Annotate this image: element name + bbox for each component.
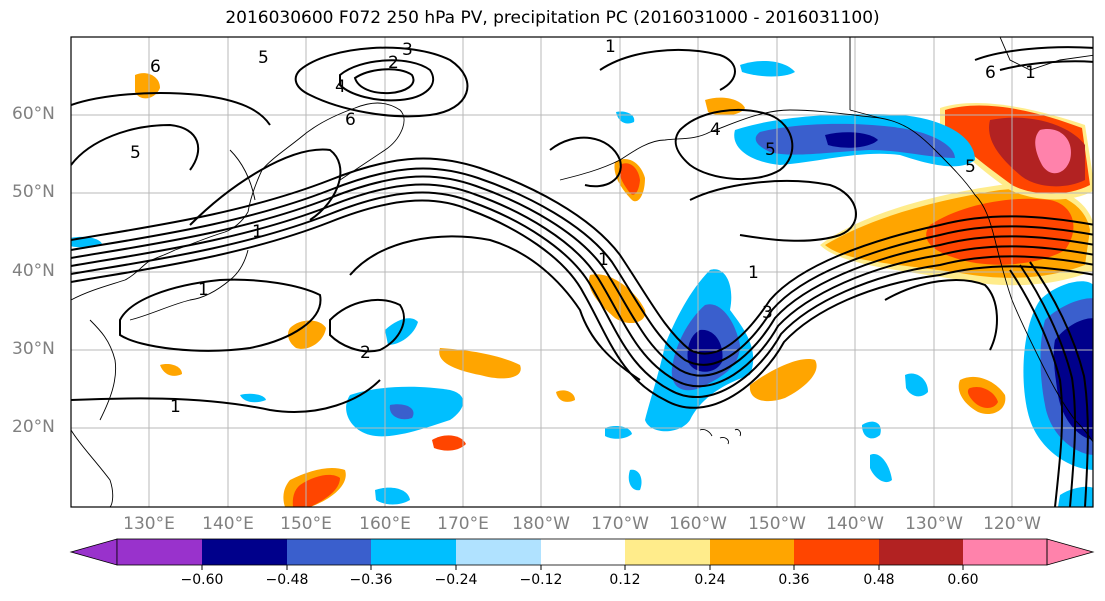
lon-label-120w: 120°W <box>983 514 1041 534</box>
precip-positive-region <box>439 348 521 379</box>
precip-positive-region <box>749 359 817 402</box>
precip-positive-region <box>705 97 745 116</box>
colorbar-tick-label: −0.12 <box>519 572 563 588</box>
precip-positive-region <box>160 364 182 376</box>
lon-label-130w: 130°W <box>905 514 963 534</box>
lat-label-20n: 20°N <box>12 417 55 437</box>
map-frame <box>70 36 1094 508</box>
contour-label-layer: 1 1 2 2 3 4 5 5 5 5 6 6 6 1 1 1 3 1 4 1 <box>130 37 1036 417</box>
colorbar-max-extend <box>1046 538 1095 566</box>
precip-negative-region <box>862 421 881 439</box>
precip-positive-region <box>292 474 340 507</box>
colorbar-min-extend <box>69 538 118 566</box>
precip-positive-region <box>967 386 998 408</box>
contour-label: 5 <box>965 157 976 177</box>
contour-label: 4 <box>710 120 721 140</box>
contour-label: 4 <box>335 77 346 97</box>
precip-negative-region <box>825 132 878 148</box>
precip-positive-region <box>1035 129 1071 174</box>
precip-positive-region <box>556 390 575 402</box>
contour-label: 5 <box>130 143 141 163</box>
lat-label-60n: 60°N <box>12 104 55 124</box>
colorbar-tick-label: 0.24 <box>694 572 726 588</box>
lon-label-130e: 130°E <box>123 514 175 534</box>
contour-label: 1 <box>252 222 263 242</box>
precip-negative-region <box>375 487 410 505</box>
lon-label-170w: 170°W <box>591 514 649 534</box>
precip-negative-region <box>905 373 928 397</box>
contour-label: 2 <box>360 343 371 363</box>
map-title: 2016030600 F072 250 hPa PV, precipitatio… <box>225 8 880 28</box>
contour-label: 5 <box>258 48 269 68</box>
lat-label-30n: 30°N <box>12 339 55 359</box>
precip-negative-region <box>628 469 642 491</box>
pv-contours <box>71 46 1093 507</box>
precip-negative-region <box>870 454 892 483</box>
contour-label: 5 <box>765 140 776 160</box>
contour-label: 1 <box>605 37 616 57</box>
lon-label-160e: 160°E <box>359 514 411 534</box>
precip-positive-region <box>619 163 640 195</box>
precip-negative-region <box>616 111 635 124</box>
lon-label-170e: 170°E <box>437 514 489 534</box>
colorbar-tick-label: −0.48 <box>265 572 309 588</box>
colorbar-tick-label: 0.60 <box>947 572 979 588</box>
colorbar-tick-label: −0.36 <box>349 572 393 588</box>
colorbar-tick-label: 0.36 <box>778 572 810 588</box>
contour-label: 6 <box>150 57 161 77</box>
precip-negative-region <box>385 318 418 345</box>
contour-label: 1 <box>1025 63 1036 83</box>
precip-negative-region <box>740 60 795 77</box>
precip-fill-layer <box>71 60 1093 507</box>
colorbar-tick-label: 0.48 <box>863 572 895 588</box>
precip-negative-region <box>389 404 414 420</box>
lon-label-180w: 180°W <box>512 514 570 534</box>
precip-positive-region <box>432 435 466 451</box>
contour-label: 3 <box>402 40 413 60</box>
colorbar-tick-label: −0.24 <box>434 572 478 588</box>
colorbar-tick-label: 0.12 <box>609 572 641 588</box>
contour-label: 1 <box>598 250 609 270</box>
contour-label: 1 <box>170 397 181 417</box>
precip-negative-region <box>605 426 632 439</box>
contour-label: 1 <box>198 280 209 300</box>
contour-label: 6 <box>345 110 356 130</box>
lon-label-160w: 160°W <box>669 514 727 534</box>
contour-label: 6 <box>985 63 996 83</box>
precip-negative-region <box>1058 486 1093 507</box>
colorbar-tick-label: −0.60 <box>180 572 224 588</box>
lon-label-140w: 140°W <box>826 514 884 534</box>
colorbar <box>69 538 1095 570</box>
contour-label: 3 <box>762 303 773 323</box>
precip-positive-region <box>288 320 326 349</box>
lon-label-140e: 140°E <box>202 514 254 534</box>
contour-label: 2 <box>388 53 399 73</box>
precip-negative-region <box>240 393 266 403</box>
lat-label-50n: 50°N <box>12 182 55 202</box>
lon-label-150e: 150°E <box>280 514 332 534</box>
lat-label-40n: 40°N <box>12 261 55 281</box>
contour-label: 1 <box>748 263 759 283</box>
precip-negative-region <box>687 329 723 372</box>
lon-label-150w: 150°W <box>748 514 806 534</box>
